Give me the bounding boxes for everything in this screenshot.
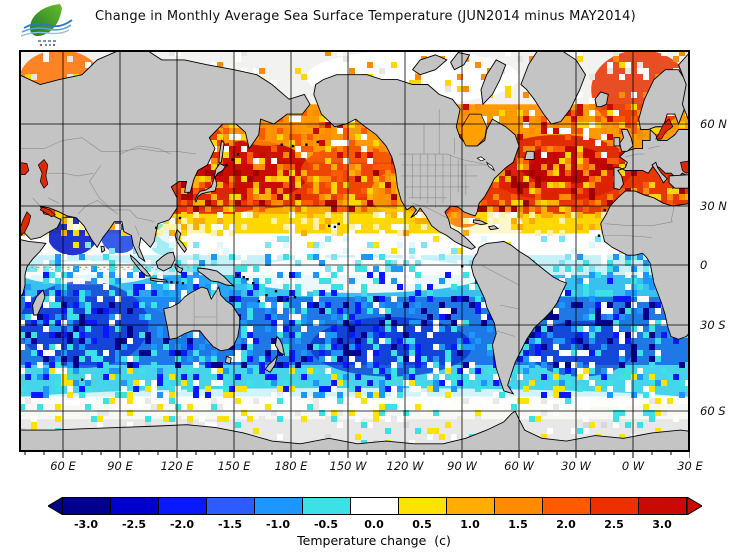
colorbar-tick-label: 0.5	[412, 518, 432, 531]
latitude-label: 0	[700, 258, 708, 272]
colorbar-right-arrow	[687, 497, 702, 515]
colorbar-cell	[446, 497, 495, 515]
colorbar-tick-label: 1.0	[460, 518, 480, 531]
latitude-label: 60 S	[700, 404, 726, 418]
colorbar-cell	[398, 497, 447, 515]
longitude-label: 60 E	[50, 459, 76, 473]
longitude-label: 30 W	[561, 459, 591, 473]
colorbar-left-arrow	[48, 497, 63, 515]
colorbar-tick-label: -2.0	[169, 518, 195, 531]
colorbar-tick-label: 2.0	[556, 518, 576, 531]
colorbar-tick-label: 3.0	[652, 518, 672, 531]
colorbar-cell	[158, 497, 207, 515]
colorbar-cell	[638, 497, 687, 515]
colorbar-cell	[494, 497, 543, 515]
leaf-shape	[30, 4, 62, 36]
longitude-label: 150 W	[329, 459, 367, 473]
sst-anomaly-map	[19, 50, 690, 458]
longitude-label: 0 W	[621, 459, 645, 473]
longitude-label: 90 W	[447, 459, 477, 473]
longitude-label: 60 W	[504, 459, 534, 473]
colorbar-tick-label: 2.5	[604, 518, 624, 531]
colorbar-cell	[350, 497, 399, 515]
colorbar-tick-label: -0.5	[313, 518, 339, 531]
longitude-label: 150 E	[217, 459, 251, 473]
colorbar-caption: Temperature change (c)	[297, 533, 451, 548]
colorbar-cell	[110, 497, 159, 515]
colorbar-tick-label: -1.0	[265, 518, 291, 531]
longitude-label: 180 E	[274, 459, 308, 473]
colorbar-cell	[254, 497, 303, 515]
colorbar-cell	[542, 497, 591, 515]
colorbar-cell	[206, 497, 255, 515]
longitude-label: 120 W	[386, 459, 424, 473]
longitude-label: 90 E	[107, 459, 133, 473]
colorbar-cell	[62, 497, 111, 515]
colorbar-tick-label: 0.0	[364, 518, 384, 531]
leaf-wave-logo	[20, 4, 73, 46]
colorbar-tick-label: 1.5	[508, 518, 528, 531]
longitude-label: 30 E	[677, 459, 703, 473]
colorbar-tick-label: -2.5	[121, 518, 147, 531]
logo-text-marks	[38, 40, 56, 46]
longitude-label: 120 E	[160, 459, 194, 473]
colorbar-tick-label: -1.5	[217, 518, 243, 531]
latitude-label: 30 N	[700, 199, 727, 213]
latitude-label: 30 S	[700, 318, 726, 332]
latitude-label: 60 N	[700, 117, 727, 131]
colorbar-tick-label: -3.0	[73, 518, 99, 531]
colorbar-cell	[590, 497, 639, 515]
colorbar-cell	[302, 497, 351, 515]
page-title: Change in Monthly Average Sea Surface Te…	[95, 9, 636, 24]
